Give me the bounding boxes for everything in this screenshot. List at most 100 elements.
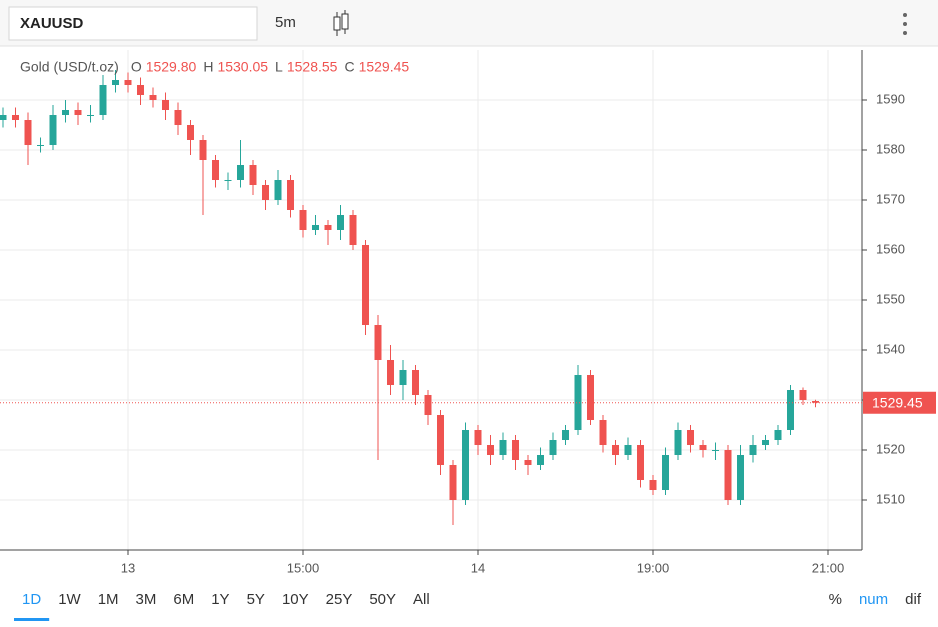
candle-body bbox=[299, 210, 307, 230]
candle-body bbox=[624, 445, 632, 455]
candle-body bbox=[574, 375, 582, 430]
candle-body bbox=[774, 430, 782, 440]
range-button[interactable]: 6M bbox=[173, 591, 194, 608]
candle-body bbox=[449, 465, 457, 500]
candle-body bbox=[674, 430, 682, 455]
candle-body bbox=[112, 80, 119, 85]
candle-body bbox=[37, 145, 44, 146]
candle-body bbox=[237, 165, 244, 180]
last-price-box bbox=[863, 391, 936, 414]
candle-body bbox=[687, 430, 694, 445]
interval[interactable]: 5m bbox=[275, 14, 296, 31]
candle-body bbox=[24, 120, 32, 145]
candle-body bbox=[612, 445, 619, 455]
candle-body bbox=[399, 370, 407, 385]
candle-body bbox=[62, 110, 69, 115]
ohlc-name: H bbox=[203, 59, 213, 75]
candle-body bbox=[537, 455, 544, 465]
y-tick-label: 1560 bbox=[876, 241, 905, 256]
candle-body bbox=[437, 415, 444, 465]
scale-button[interactable]: num bbox=[859, 591, 888, 608]
icon bbox=[333, 16, 341, 31]
y-tick-label: 1540 bbox=[876, 341, 905, 356]
candle-body bbox=[262, 185, 269, 200]
x-tick-label: 14 bbox=[471, 560, 485, 575]
candle-body bbox=[812, 401, 819, 403]
plot: 1510152015301540155015601570158015901315… bbox=[0, 50, 936, 575]
symbol-input[interactable] bbox=[8, 6, 258, 41]
menu-button[interactable] bbox=[903, 13, 907, 35]
x-tick-label: 19:00 bbox=[637, 560, 670, 575]
y-tick-label: 1550 bbox=[876, 291, 905, 306]
candle-body bbox=[462, 430, 469, 500]
x-tick-label: 15:00 bbox=[287, 560, 320, 575]
y-tick-label: 1510 bbox=[876, 491, 905, 506]
candle-body bbox=[512, 440, 519, 460]
range-button[interactable]: 1W bbox=[58, 591, 81, 608]
candle-body bbox=[712, 450, 719, 451]
chart-style-button[interactable] bbox=[333, 10, 349, 36]
range-button[interactable]: 3M bbox=[136, 591, 157, 608]
candle-body bbox=[749, 445, 757, 455]
range-button[interactable]: 1D bbox=[22, 591, 41, 608]
candle-body bbox=[374, 325, 382, 360]
active-underline bbox=[14, 618, 50, 621]
candle-body bbox=[724, 450, 732, 500]
candle-body bbox=[0, 115, 7, 120]
y-tick-label: 1520 bbox=[876, 441, 905, 456]
range-button[interactable]: All bbox=[413, 591, 430, 608]
candle-body bbox=[562, 430, 569, 440]
scale-button[interactable]: % bbox=[829, 591, 842, 608]
x-tick-label: 21:00 bbox=[812, 560, 845, 575]
candle-body bbox=[162, 100, 169, 110]
candle-body bbox=[549, 440, 557, 455]
candle-body bbox=[762, 440, 769, 445]
icon bbox=[903, 31, 907, 35]
candle-body bbox=[99, 85, 107, 115]
candle-body bbox=[274, 180, 282, 200]
icon bbox=[903, 13, 907, 17]
candle-body bbox=[424, 395, 432, 415]
icon bbox=[903, 22, 907, 26]
range-button[interactable]: 1M bbox=[98, 591, 119, 608]
range-button[interactable]: 5Y bbox=[247, 591, 265, 608]
candle-body bbox=[49, 115, 57, 145]
ohlc-value: 1528.55 bbox=[287, 59, 338, 75]
candle-body bbox=[249, 165, 257, 185]
range-button[interactable]: 25Y bbox=[326, 591, 353, 608]
candle-body bbox=[799, 390, 807, 400]
candle-body bbox=[474, 430, 482, 445]
candle-body bbox=[212, 160, 219, 180]
range-button[interactable]: 50Y bbox=[369, 591, 396, 608]
candle-body bbox=[787, 390, 794, 430]
candle-body bbox=[287, 180, 294, 210]
candle-body bbox=[637, 445, 644, 480]
icon bbox=[341, 13, 349, 30]
candle-body bbox=[337, 215, 344, 230]
candle-body bbox=[524, 460, 532, 465]
ohlc-name: O bbox=[131, 59, 142, 75]
candle-body bbox=[662, 455, 669, 490]
legend: Gold (USD/t.oz) O 1529.80 H 1530.05 L 1528.55 C… bbox=[20, 59, 409, 75]
candle-body bbox=[387, 360, 394, 385]
y-tick-label: 1590 bbox=[876, 91, 905, 106]
symbol[interactable]: XAUUSD bbox=[20, 15, 84, 32]
range-button[interactable]: 10Y bbox=[282, 591, 309, 608]
candle-body bbox=[74, 110, 82, 115]
ohlc-value: 1530.05 bbox=[217, 59, 268, 75]
candle-body bbox=[349, 215, 357, 245]
candle-body bbox=[362, 245, 369, 325]
ohlc-value: 1529.80 bbox=[146, 59, 197, 75]
candle-body bbox=[199, 140, 207, 160]
candle-body bbox=[487, 445, 494, 455]
candle-body bbox=[124, 80, 132, 85]
candle-body bbox=[87, 115, 94, 116]
scale-button[interactable]: dif bbox=[905, 591, 922, 608]
range-button[interactable]: 1Y bbox=[211, 591, 229, 608]
ohlc-value: 1529.45 bbox=[359, 59, 410, 75]
candle-body bbox=[587, 375, 594, 420]
candle-body bbox=[149, 95, 157, 100]
